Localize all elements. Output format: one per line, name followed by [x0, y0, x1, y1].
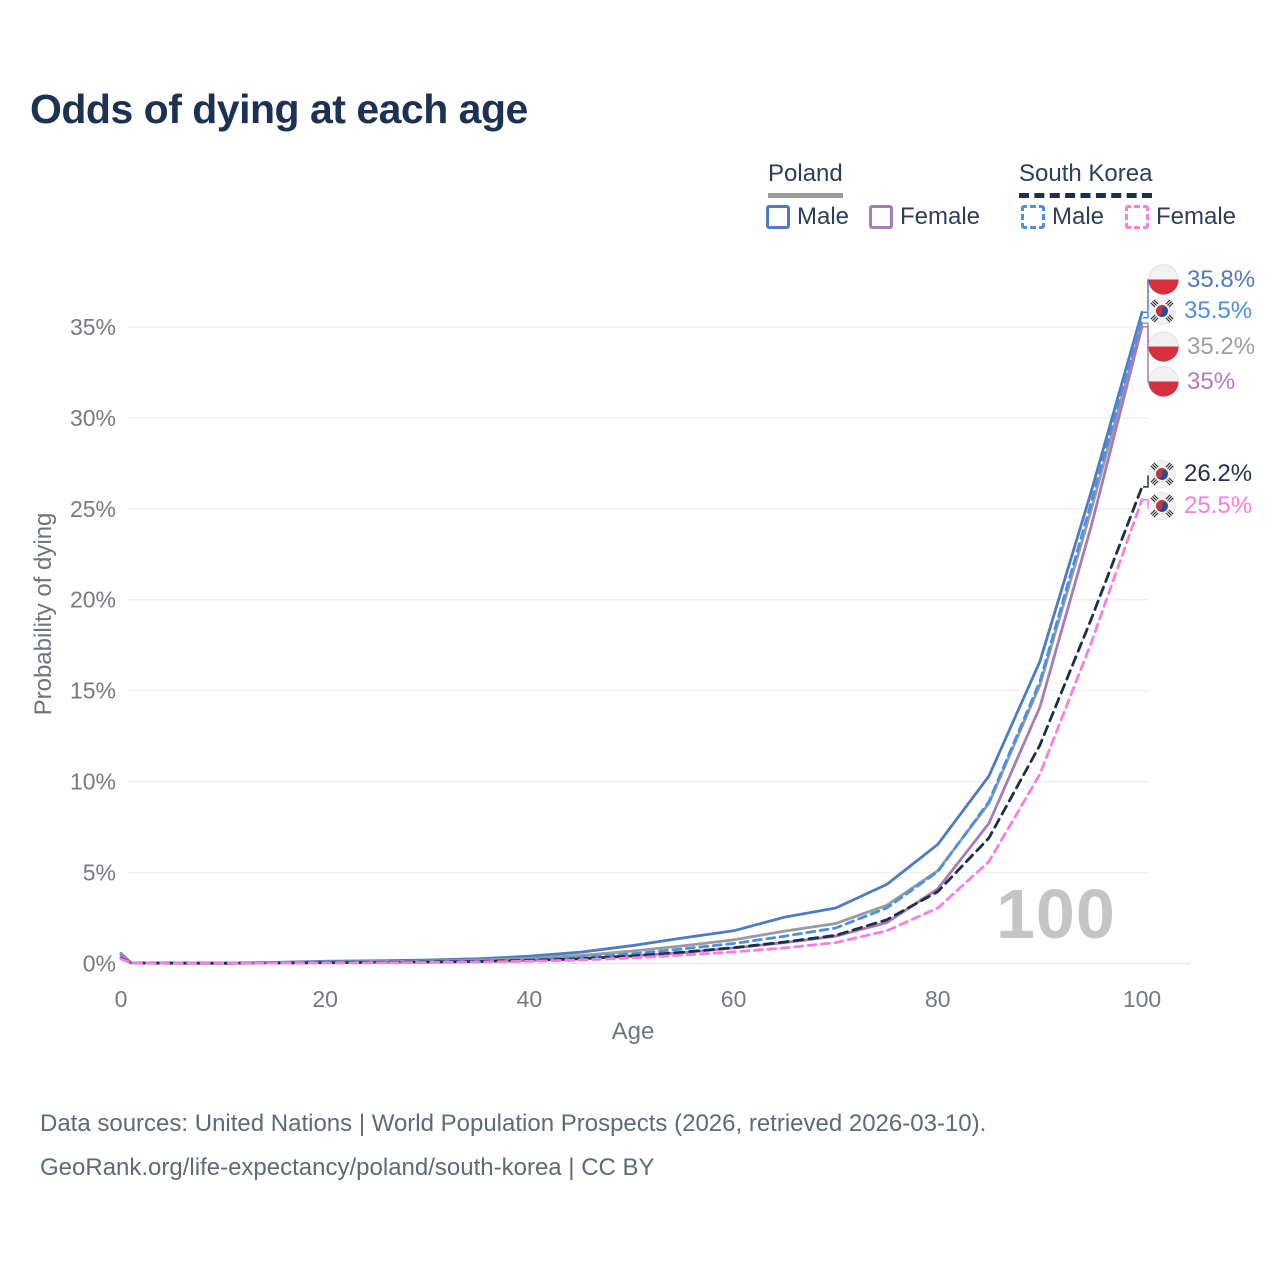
page-title: Odds of dying at each age [30, 86, 528, 132]
end-label-south-korea-both: 26.2% [1148, 460, 1252, 488]
legend-item-label: Female [1156, 203, 1237, 230]
line-chart-plot: 0% 5% 10% 15% 20% 25% 30% 35% 0 20 40 60 80 100 [70, 279, 1190, 1012]
axis-tick-labels: 0% 5% 10% 15% 20% 25% 30% 35% 0 20 40 60 80 100 [70, 314, 1161, 1012]
x-tick-80: 80 [925, 986, 951, 1012]
y-tick-15%: 15% [70, 678, 116, 704]
end-label-value: 26.2% [1184, 460, 1253, 487]
poland-flag-icon [1148, 331, 1179, 362]
x-axis-title: Age [611, 1018, 655, 1045]
south-korea-flag-icon [1148, 297, 1176, 325]
line-poland_male[interactable] [119, 310, 1144, 965]
y-tick-0%: 0% [83, 951, 116, 977]
end-label-value: 35.8% [1187, 265, 1256, 293]
legend-item-poland-female[interactable]: Female [869, 203, 980, 231]
legend-item-south-korea-female[interactable]: Female [1125, 203, 1236, 231]
end-label-poland-female: 35% [1148, 366, 1235, 397]
end-label-south-korea-male: 35.5% [1148, 297, 1252, 325]
south-korea-flag-icon [1148, 460, 1176, 488]
legend-item-label: Female [900, 203, 981, 230]
legend-item-poland-male[interactable]: Male [766, 203, 849, 231]
end-label-south-korea-female: 25.5% [1148, 492, 1252, 520]
y-axis-title: Probability of dying [30, 512, 57, 716]
end-label-poland-both: 35.2% [1148, 331, 1255, 362]
end-label-value: 35.5% [1184, 297, 1253, 324]
x-tick-0: 0 [115, 986, 128, 1012]
legend-item-label: Male [797, 203, 850, 230]
line-poland_both[interactable] [119, 321, 1144, 965]
end-label-value: 25.5% [1184, 492, 1253, 519]
south-korea-male-swatch-icon [1021, 205, 1045, 229]
line-south_korea_female[interactable] [119, 498, 1144, 965]
legend-group-south-korea[interactable]: South Korea [1019, 160, 1153, 198]
footer-attribution: GeoRank.org/life-expectancy/poland/south… [40, 1154, 655, 1181]
south-korea-flag-icon [1148, 492, 1176, 520]
line-poland_female[interactable] [119, 325, 1144, 965]
end-label-value: 35% [1187, 367, 1236, 395]
line-south_korea_both[interactable] [119, 485, 1144, 965]
x-tick-60: 60 [721, 986, 747, 1012]
y-tick-35%: 35% [70, 314, 116, 340]
footer-data-sources: Data sources: United Nations | World Pop… [40, 1110, 987, 1137]
y-tick-10%: 10% [70, 769, 116, 795]
poland-female-swatch-icon [869, 205, 893, 229]
x-tick-100: 100 [1123, 986, 1161, 1012]
poland-flag-icon [1148, 264, 1179, 295]
y-tick-5%: 5% [83, 860, 116, 886]
legend-item-south-korea-male[interactable]: Male [1021, 203, 1104, 231]
south-korea-female-swatch-icon [1125, 205, 1149, 229]
footer: Data sources: United Nations | World Pop… [40, 1102, 1250, 1190]
end-label-value: 35.2% [1187, 332, 1256, 360]
chart-series [119, 310, 1144, 965]
x-tick-20: 20 [312, 986, 338, 1012]
y-tick-20%: 20% [70, 587, 116, 613]
poland-male-swatch-icon [766, 205, 790, 229]
x-tick-40: 40 [517, 986, 543, 1012]
legend-item-label: Male [1052, 203, 1105, 230]
end-label-poland-male: 35.8% [1148, 264, 1255, 295]
gridlines [128, 326, 1190, 965]
y-tick-30%: 30% [70, 405, 116, 431]
line-south_korea_male[interactable] [119, 316, 1144, 965]
y-tick-25%: 25% [70, 496, 116, 522]
hover-age-watermark: 100 [996, 875, 1116, 953]
poland-flag-icon [1148, 366, 1179, 397]
legend-group-poland[interactable]: Poland [768, 160, 843, 198]
